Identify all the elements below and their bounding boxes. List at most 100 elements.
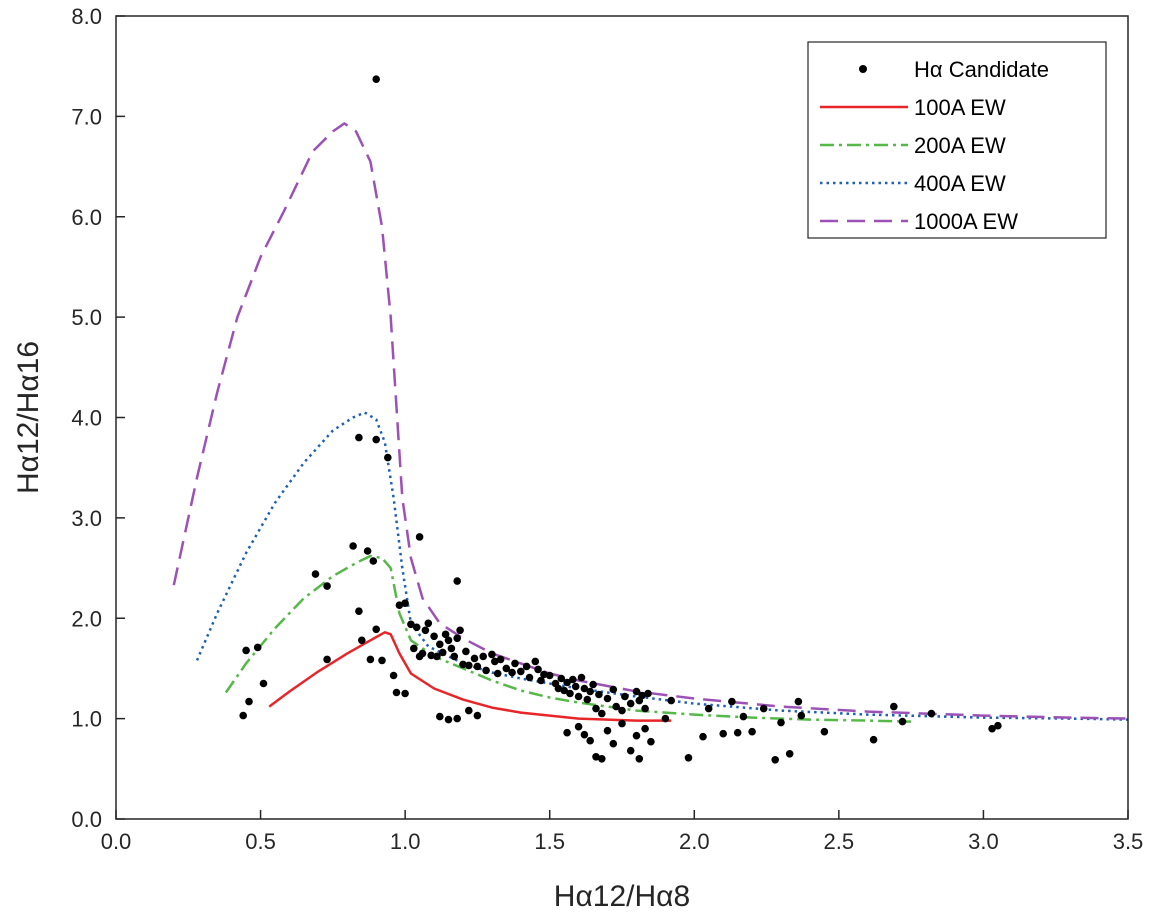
data-point	[580, 684, 589, 693]
legend-box	[807, 41, 1107, 239]
data-point	[384, 453, 392, 462]
data-point	[496, 655, 505, 664]
data-point	[436, 640, 444, 649]
data-point	[988, 724, 996, 733]
data-point	[580, 730, 589, 739]
data-point	[401, 689, 409, 698]
data-point	[638, 691, 646, 700]
x-tick-label: 1.0	[390, 829, 421, 854]
data-point	[759, 704, 768, 713]
data-point	[450, 652, 459, 661]
x-tick-label: 1.5	[534, 829, 565, 854]
y-tick-label: 3.0	[71, 506, 102, 531]
data-point	[401, 599, 409, 607]
y-tick-label: 7.0	[71, 104, 102, 129]
data-point	[598, 755, 606, 763]
data-point	[869, 735, 878, 744]
data-point	[372, 435, 381, 444]
y-tick-label: 6.0	[71, 205, 102, 230]
x-tick-label: 3.5	[1113, 829, 1144, 854]
data-point	[389, 671, 398, 680]
data-point	[436, 712, 444, 721]
data-point	[554, 684, 563, 693]
legend-label: 400A EW	[914, 171, 1006, 196]
data-point	[704, 704, 713, 713]
data-point	[785, 750, 794, 758]
legend-label: 1000A EW	[914, 209, 1018, 234]
data-point	[418, 649, 427, 658]
data-point	[890, 702, 898, 711]
data-point	[349, 542, 357, 550]
data-point	[609, 685, 618, 694]
data-point	[592, 753, 600, 761]
data-point	[525, 673, 534, 682]
x-tick-label: 0.5	[245, 829, 276, 854]
data-point	[253, 643, 262, 652]
data-point	[438, 648, 447, 657]
data-point	[667, 696, 675, 705]
data-point	[583, 695, 592, 704]
data-point	[777, 718, 785, 727]
data-point	[569, 675, 577, 684]
data-point	[898, 717, 907, 726]
data-point	[473, 662, 482, 671]
data-point	[311, 570, 320, 578]
data-point	[748, 727, 756, 736]
data-point	[733, 728, 742, 737]
data-point	[412, 623, 421, 632]
data-point	[598, 709, 606, 718]
data-point	[771, 756, 779, 764]
data-point	[366, 655, 375, 664]
data-point	[563, 678, 571, 687]
data-point	[661, 714, 670, 723]
data-point	[245, 697, 253, 706]
data-point	[612, 702, 620, 711]
x-tick-label: 2.5	[824, 829, 855, 854]
x-tick-label: 2.0	[679, 829, 710, 854]
data-point	[444, 715, 453, 724]
data-point	[609, 739, 618, 748]
data-point	[459, 660, 467, 669]
data-point	[415, 533, 424, 541]
data-point	[557, 674, 566, 683]
data-point	[465, 706, 473, 715]
data-point	[603, 694, 612, 703]
data-point	[470, 654, 479, 663]
data-point	[699, 732, 707, 741]
data-point	[586, 687, 594, 696]
data-point	[427, 651, 436, 660]
data-point	[473, 711, 482, 720]
data-point	[794, 697, 803, 706]
data-point	[479, 652, 488, 661]
data-point	[482, 666, 490, 675]
data-point	[571, 682, 580, 691]
y-tick-label: 4.0	[71, 406, 102, 431]
data-point	[502, 664, 511, 673]
x-axis-title: Hα12/Hα8	[554, 880, 690, 913]
data-point	[517, 667, 525, 676]
data-point	[493, 669, 502, 678]
legend-marker	[859, 65, 867, 73]
legend-label: Hα Candidate	[914, 57, 1049, 82]
data-point	[592, 704, 600, 713]
data-point	[465, 661, 473, 670]
data-point	[392, 688, 401, 697]
data-point	[488, 650, 496, 659]
data-point	[545, 671, 554, 680]
data-point	[378, 656, 386, 665]
data-point	[632, 731, 641, 740]
y-axis-title: Hα12/Hα16	[12, 341, 45, 494]
data-point	[641, 704, 649, 713]
data-point	[603, 726, 612, 735]
data-point	[242, 646, 250, 655]
data-point	[994, 721, 1002, 730]
data-point	[577, 673, 586, 682]
data-point	[453, 714, 462, 723]
data-point	[355, 433, 363, 442]
data-point	[621, 692, 629, 701]
data-point	[453, 634, 462, 643]
y-tick-label: 8.0	[71, 4, 102, 29]
data-point	[739, 712, 748, 721]
data-point	[444, 636, 453, 645]
